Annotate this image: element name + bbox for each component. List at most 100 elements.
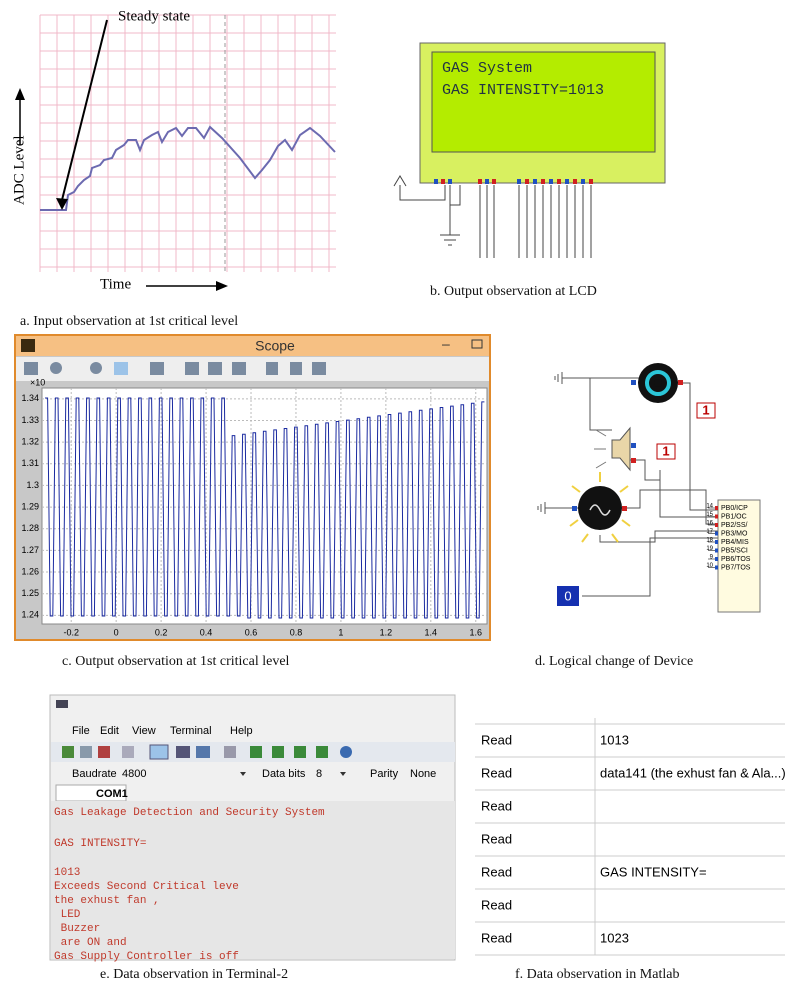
terminal-line: 1013 [54, 867, 80, 879]
terminal-line: GAS INTENSITY= [54, 838, 146, 850]
setting: 4800 [122, 768, 146, 780]
lcd-line: GAS INTENSITY=1013 [442, 82, 604, 99]
pin-number: 17 [706, 529, 713, 535]
adc-curve [40, 127, 335, 210]
setting: Data bits [262, 768, 306, 780]
title-bar [16, 336, 489, 356]
pin [533, 179, 537, 184]
y-label: ADC Level [11, 135, 27, 205]
menu-item[interactable]: Help [230, 725, 253, 737]
menu-item[interactable]: File [72, 725, 90, 737]
lcd-line: GAS System [442, 60, 532, 77]
pin-state [715, 515, 718, 519]
cell: 1013 [600, 732, 629, 747]
y-tick-label: 1.33 [21, 415, 39, 425]
x-tick-label: 0 [114, 627, 119, 637]
cell: Read [481, 864, 512, 879]
pin [517, 179, 521, 184]
y-tick-label: 1.31 [21, 458, 39, 468]
y-tick-label: 1.28 [21, 523, 39, 533]
terminal-line: Gas Supply Controller is off [54, 951, 239, 963]
terminal-line: LED [54, 909, 81, 921]
plot-area [42, 388, 487, 624]
pin-state [715, 557, 718, 561]
caption: b. Output observation at LCD [430, 284, 597, 299]
y-tick-label: 1.27 [21, 545, 39, 555]
pin-number: 19 [706, 546, 713, 552]
wires [400, 185, 460, 245]
x-tick-label: 1 [338, 627, 343, 637]
y-tick-label: 1.3 [26, 480, 39, 490]
pin [434, 179, 438, 184]
terminal-line: are ON and [54, 937, 127, 949]
pin-state [715, 566, 718, 570]
caption: f. Data observation in Matlab [515, 967, 679, 982]
pin [549, 179, 553, 184]
pin [589, 179, 593, 184]
pin [573, 179, 577, 184]
setting: Parity [370, 768, 399, 780]
y-tick-label: 1.26 [21, 566, 39, 576]
pin-label: PB1/OC [721, 513, 747, 520]
power [394, 176, 406, 186]
arrowhead [15, 88, 25, 100]
y-tick-label: 1.32 [21, 437, 39, 447]
cell: Read [481, 897, 512, 912]
indicator-value: 1 [662, 443, 669, 458]
x-tick-label: 1.2 [380, 627, 393, 637]
pin [572, 506, 577, 511]
setting: None [410, 768, 436, 780]
tab-label: COM1 [96, 788, 128, 800]
pin-label: PB7/TOS [721, 564, 751, 571]
pin-state [715, 523, 718, 527]
exponent: ×10 [30, 377, 45, 387]
pin-label: PB5/SCI [721, 547, 748, 554]
caption: e. Data observation in Terminal-2 [100, 967, 288, 982]
fan-hub [654, 379, 662, 387]
toolbar [16, 357, 489, 381]
pin-label: PB3/MO [721, 530, 748, 537]
arrow [62, 20, 107, 200]
pin [631, 458, 636, 463]
menu-item[interactable]: Edit [100, 725, 119, 737]
cell: Read [481, 765, 512, 780]
menu-item[interactable]: View [132, 725, 156, 737]
pin [492, 179, 496, 184]
pin-number: 16 [706, 521, 713, 527]
menu-item[interactable]: Terminal [170, 725, 212, 737]
pin-number: 10 [706, 563, 713, 569]
pin-label: PB0/ICP [721, 505, 748, 512]
panel-a-grid [40, 15, 336, 272]
cell: data141 (the exhust fan & Ala...) [600, 765, 785, 780]
setting: Baudrate [72, 768, 117, 780]
circuit-wires [538, 372, 718, 596]
figure: Steady state ADC Level Time a. Input obs… [0, 0, 785, 988]
pin-number: 14 [706, 504, 713, 510]
setting: 8 [316, 768, 322, 780]
x-tick-label: 0.4 [200, 627, 213, 637]
x-tick-label: 1.4 [425, 627, 438, 637]
pin-state [715, 549, 718, 553]
caption: d. Logical change of Device [535, 654, 693, 669]
x-tick-label: 0.2 [155, 627, 168, 637]
sound-lines [594, 430, 606, 468]
caption: c. Output observation at 1st critical le… [62, 654, 290, 669]
pin [485, 179, 489, 184]
cell: Read [481, 732, 512, 747]
y-tick-label: 1.29 [21, 501, 39, 511]
minimize: – [442, 336, 450, 352]
pin [478, 179, 482, 184]
cell: Read [481, 798, 512, 813]
terminal-line: the exhust fan , [54, 895, 160, 907]
x-tick-label: 0.8 [290, 627, 303, 637]
arrowhead [216, 281, 228, 291]
pin [565, 179, 569, 184]
pin [541, 179, 545, 184]
indicator-value: 0 [564, 588, 571, 603]
pin-state [715, 506, 718, 510]
icon [56, 700, 68, 708]
y-tick-label: 1.34 [21, 393, 39, 403]
terminal-line: Gas Leakage Detection and Security Syste… [54, 807, 325, 819]
terminal-line: Buzzer [54, 923, 100, 935]
pin [441, 179, 445, 184]
